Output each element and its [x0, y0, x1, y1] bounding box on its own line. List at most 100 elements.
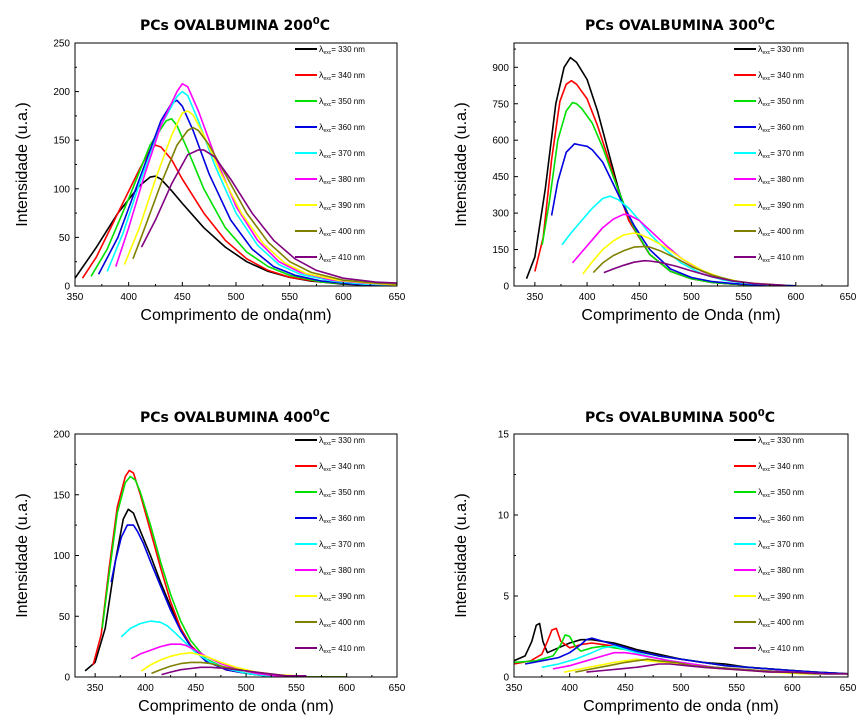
legend-symbol: λ	[319, 200, 324, 210]
legend-item-label: λexc= 390 nm	[319, 200, 365, 212]
legend-value: = 380 nm	[770, 566, 804, 575]
legend-item-label: λexc= 380 nm	[758, 565, 804, 577]
legend-subscript: exc	[763, 206, 771, 212]
x-tick-label: 550	[735, 292, 752, 303]
legend-symbol: λ	[758, 122, 763, 132]
legend-subscript: exc	[324, 493, 332, 499]
legend-value: = 330 nm	[770, 436, 804, 445]
legend-subscript: exc	[763, 467, 771, 473]
legend-value: = 360 nm	[331, 514, 365, 523]
legend-symbol: λ	[758, 200, 763, 210]
legend-item-label: λexc= 340 nm	[758, 70, 804, 82]
legend-symbol: λ	[758, 252, 763, 262]
series-line-410-nm	[161, 666, 307, 677]
legend-symbol: λ	[758, 174, 763, 184]
legend-subscript: exc	[324, 258, 332, 264]
legend-symbol: λ	[758, 44, 763, 54]
legend-item-label: λexc= 390 nm	[758, 200, 804, 212]
legend-value: = 390 nm	[770, 201, 804, 210]
legend-symbol: λ	[758, 148, 763, 158]
legend-symbol: λ	[319, 539, 324, 549]
legend-value: = 330 nm	[331, 45, 365, 54]
legend-value: = 330 nm	[331, 436, 365, 445]
series-line-390-nm	[123, 110, 397, 286]
y-tick-label: 5	[503, 592, 509, 603]
legend-symbol: λ	[319, 513, 324, 523]
legend-value: = 370 nm	[770, 149, 804, 158]
legend-subscript: exc	[324, 102, 332, 108]
chart-title-main: PCs OVALBUMINA 200	[140, 18, 313, 34]
legend-item-label: λexc= 350 nm	[319, 96, 365, 108]
legend-symbol: λ	[758, 461, 763, 471]
chart-title-superscript: 0	[758, 408, 765, 419]
chart-title: PCs OVALBUMINA 2000C	[140, 16, 330, 34]
legend-symbol: λ	[319, 435, 324, 445]
legend-value: = 370 nm	[331, 540, 365, 549]
legend-item-label: λexc= 380 nm	[758, 174, 804, 186]
legend-item-label: λexc= 380 nm	[319, 565, 365, 577]
legend-subscript: exc	[763, 102, 771, 108]
legend-subscript: exc	[324, 50, 332, 56]
legend-value: = 340 nm	[770, 71, 804, 80]
legend-item-label: λexc= 400 nm	[319, 226, 365, 238]
legend-subscript: exc	[763, 50, 771, 56]
series-line-410-nm	[140, 149, 397, 284]
legend-value: = 410 nm	[331, 644, 365, 653]
series-line-360-nm	[97, 99, 397, 286]
y-tick-label: 15	[498, 430, 510, 441]
legend-symbol: λ	[758, 70, 763, 80]
legend-item-label: λexc= 330 nm	[319, 44, 365, 56]
legend-value: = 400 nm	[770, 227, 804, 236]
x-tick-label: 600	[335, 292, 352, 303]
legend-value: = 410 nm	[770, 644, 804, 653]
legend-item-label: λexc= 350 nm	[319, 487, 365, 499]
y-tick-label: 50	[59, 233, 71, 244]
series-line-360-nm	[524, 637, 848, 675]
legend-item-label: λexc= 400 nm	[319, 617, 365, 629]
legend-subscript: exc	[324, 206, 332, 212]
legend-value: = 370 nm	[331, 149, 365, 158]
legend-value: = 330 nm	[770, 45, 804, 54]
plot-frame	[513, 42, 849, 287]
chart-title: PCs OVALBUMINA 5000C	[585, 408, 775, 426]
legend-subscript: exc	[324, 76, 332, 82]
legend-symbol: λ	[758, 487, 763, 497]
x-tick-label: 350	[506, 683, 523, 694]
y-tick-label: 250	[53, 39, 70, 50]
legend-item-label: λexc= 340 nm	[758, 461, 804, 473]
legend-subscript: exc	[324, 180, 332, 186]
legend-item-label: λexc= 350 nm	[758, 487, 804, 499]
legend-item-label: λexc= 390 nm	[758, 591, 804, 603]
legend-value: = 390 nm	[331, 592, 365, 601]
legend-item-label: λexc= 370 nm	[319, 148, 365, 160]
legend-symbol: λ	[758, 643, 763, 653]
legend-symbol: λ	[319, 643, 324, 653]
legend-value: = 380 nm	[331, 175, 365, 184]
series-line-370-nm	[120, 620, 287, 677]
legend-symbol: λ	[319, 148, 324, 158]
x-tick-label: 450	[631, 292, 648, 303]
series-group	[525, 56, 796, 286]
legend-value: = 340 nm	[331, 462, 365, 471]
x-tick-label: 550	[728, 683, 745, 694]
series-line-350-nm	[90, 118, 397, 286]
x-tick-label: 450	[187, 683, 204, 694]
legend-value: = 400 nm	[331, 227, 365, 236]
legend-symbol: λ	[758, 435, 763, 445]
x-tick-label: 350	[527, 292, 544, 303]
legend-item-label: λexc= 400 nm	[758, 226, 804, 238]
legend-symbol: λ	[319, 461, 324, 471]
legend-subscript: exc	[324, 154, 332, 160]
legend-symbol: λ	[758, 226, 763, 236]
legend-subscript: exc	[763, 258, 771, 264]
legend-symbol: λ	[319, 252, 324, 262]
legend-value: = 400 nm	[331, 618, 365, 627]
legend-value: = 410 nm	[770, 253, 804, 262]
legend-value: = 350 nm	[331, 488, 365, 497]
legend-item-label: λexc= 330 nm	[319, 435, 365, 447]
